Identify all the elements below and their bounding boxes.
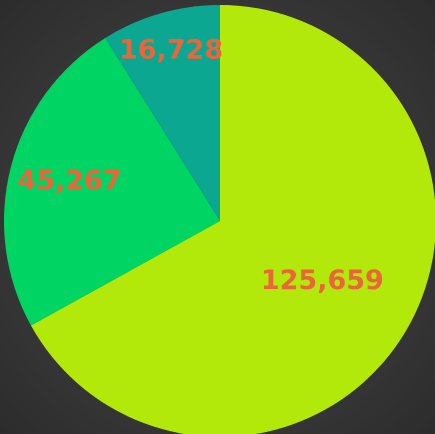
data-label: 45,267 <box>17 166 121 197</box>
page: {"chart_data": {"type": "pie", "values":… <box>0 0 435 434</box>
chart: 125,659 45,267 16,728 <box>0 0 435 434</box>
data-label: 16,728 <box>119 34 223 65</box>
data-label: 125,659 <box>261 265 384 296</box>
pie: 125,659 45,267 16,728 <box>4 5 435 434</box>
